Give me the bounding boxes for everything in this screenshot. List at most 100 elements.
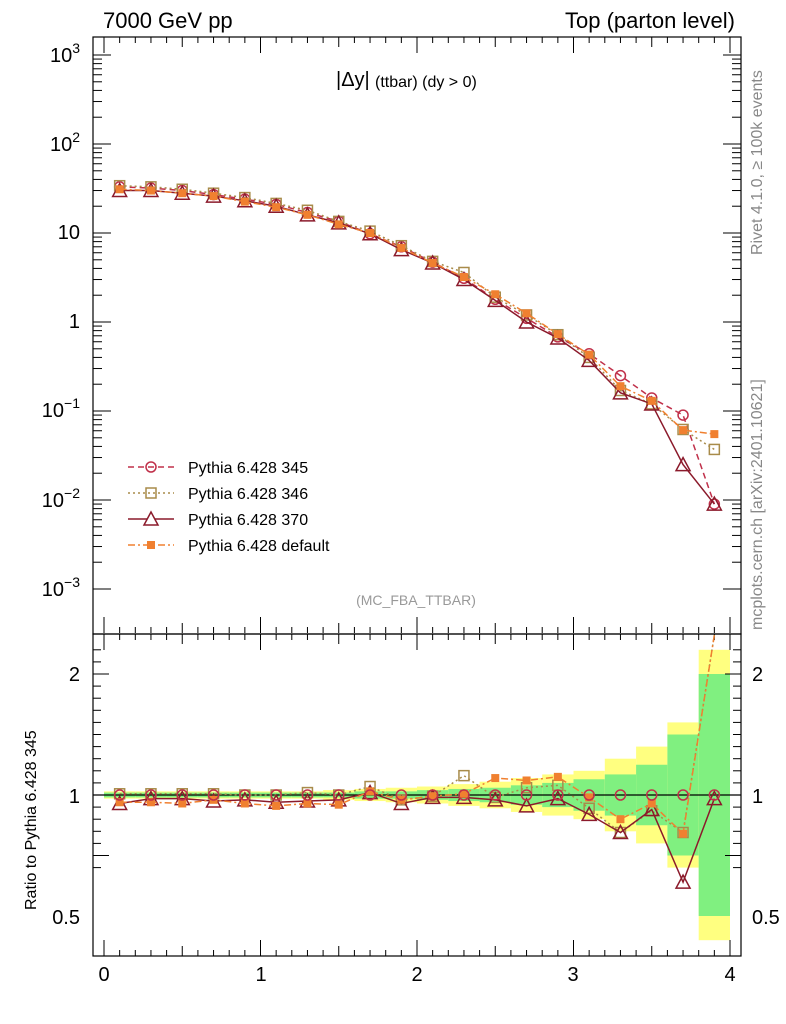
legend-label-370: Pythia 6.428 370 — [188, 512, 308, 529]
main-point-s3-7 — [334, 220, 343, 229]
main-point-s3-13 — [522, 309, 531, 318]
ratio-point-s0-16 — [614, 826, 627, 839]
ratio-ref-point-9 — [395, 789, 408, 801]
ratio-y-tick-2: 2 — [69, 664, 80, 686]
ratio-point-s2-15 — [585, 793, 594, 802]
main-point-s2-18 — [674, 456, 692, 472]
main-point-s3-2 — [178, 189, 187, 198]
ratio-point-s2-8 — [366, 787, 375, 796]
main-point-s0-18 — [677, 409, 689, 421]
ratio-point-s2-14 — [553, 772, 562, 781]
main-point-s2-13 — [518, 313, 535, 329]
header-right: Top (parton level) — [565, 8, 735, 33]
main-point-s3-14 — [553, 330, 562, 339]
legend: Pythia 6.428 345 Pythia 6.428 346 Pythia… — [128, 460, 330, 555]
ratio-ref-point-0 — [113, 789, 126, 801]
ratio-ref-point-3 — [207, 789, 220, 801]
main-title: |Δy| — [336, 69, 370, 91]
ratio-point-s1-16 — [612, 823, 629, 840]
ratio-point-s0-11 — [458, 769, 470, 782]
main-series-line-3 — [119, 188, 715, 435]
ratio-point-s2-4 — [240, 799, 249, 808]
main-point-s3-18 — [679, 426, 688, 435]
ratio-ref-point-17 — [646, 789, 658, 801]
legend-marker-346 — [145, 487, 157, 499]
ratio-point-s2-16 — [616, 815, 625, 824]
main-point-s2-19 — [706, 495, 723, 511]
ratio-point-s2-7 — [334, 800, 343, 809]
ratio-ref-point-11 — [458, 789, 470, 801]
rivet-label: Rivet 4.1.0, ≥ 100k events — [749, 70, 766, 255]
ratio-point-s0-15 — [583, 802, 595, 815]
legend-entry-345: Pythia 6.428 345 — [128, 460, 308, 477]
ratio-point-s2-13 — [522, 776, 531, 785]
ratio-point-s1-13 — [518, 797, 535, 813]
ratio-ref-point-18 — [677, 789, 689, 801]
legend-marker-default — [147, 541, 155, 549]
x-tick-0: 0 — [98, 964, 109, 986]
ratio-ref-point-4 — [239, 789, 251, 801]
main-point-s1-18 — [677, 423, 689, 436]
x-tick-1: 1 — [255, 964, 266, 986]
main-point-s3-9 — [397, 243, 406, 252]
ratio-point-s2-11 — [459, 789, 468, 798]
y-tick-1: 1 — [69, 311, 80, 333]
main-point-s3-0 — [115, 185, 124, 194]
main-point-s0-19 — [708, 498, 721, 510]
ratio-series-group — [111, 634, 723, 889]
ratio-ref-point-6 — [301, 789, 314, 801]
y-tick-10: 10 — [58, 222, 80, 244]
legend-entry-default: Pythia 6.428 default — [128, 538, 330, 555]
header-left: 7000 GeV pp — [103, 8, 233, 33]
x-tick-4: 4 — [724, 964, 735, 986]
legend-marker-345 — [145, 461, 157, 473]
y-tick-1e-1: 10−1 — [42, 395, 80, 422]
ratio-ref-point-16 — [614, 789, 627, 801]
ratio-point-s2-18 — [679, 829, 688, 838]
main-series-line-2 — [119, 189, 715, 505]
y-tick-1e2: 102 — [50, 129, 80, 156]
y-tick-1e-2: 10−2 — [42, 485, 80, 512]
main-point-s3-4 — [240, 197, 249, 206]
ratio-y-tick-2-right: 2 — [752, 664, 763, 686]
ratio-ref-point-15 — [583, 789, 595, 801]
ratio-ref-point-10 — [426, 789, 439, 801]
ratio-point-s2-12 — [491, 774, 500, 783]
ratio-ref-point-1 — [145, 789, 157, 801]
main-point-s3-12 — [491, 290, 500, 299]
main-point-s2-15 — [580, 351, 598, 368]
ratio-ref-point-8 — [364, 789, 376, 801]
main-point-s3-8 — [366, 229, 375, 237]
ratio-ref-point-7 — [333, 789, 345, 801]
main-point-s3-10 — [428, 259, 437, 268]
analysis-label: (MC_FBA_TTBAR) — [356, 592, 476, 608]
ratio-y-tick-0.5-right: 0.5 — [752, 907, 780, 929]
legend-label-default: Pythia 6.428 default — [188, 538, 330, 555]
main-point-s3-5 — [272, 203, 281, 212]
ratio-ref-point-14 — [552, 789, 564, 801]
ratio-point-s1-17 — [643, 800, 661, 817]
mcplots-label: mcplots.cern.ch [arXiv:2401.10621] — [749, 379, 766, 630]
main-point-s1-19 — [708, 443, 721, 456]
main-point-s3-3 — [209, 192, 218, 201]
ratio-ref-point-19 — [708, 789, 721, 801]
ratio-y-label: Ratio to Pythia 6.428 345 — [23, 730, 40, 910]
ratio-point-s2-6 — [303, 799, 312, 808]
main-point-s2-12 — [486, 291, 504, 308]
main-point-s3-6 — [303, 210, 312, 219]
main-point-s3-15 — [585, 350, 594, 359]
ratio-y-tick-0.5: 0.5 — [52, 907, 80, 929]
main-subtitle: (ttbar) (dy > 0) — [375, 74, 477, 91]
y-tick-1e-3: 10−3 — [42, 574, 80, 601]
legend-entry-370: Pythia 6.428 370 — [128, 510, 308, 529]
ratio-ref-point-12 — [489, 789, 501, 801]
main-point-s2-16 — [612, 384, 629, 400]
ratio-point-s2-1 — [146, 798, 155, 807]
ratio-point-s2-2 — [178, 799, 187, 808]
legend-entry-346: Pythia 6.428 346 — [128, 486, 308, 503]
x-tick-2: 2 — [411, 964, 422, 986]
main-series-line-1 — [119, 184, 715, 451]
main-point-s3-17 — [647, 396, 656, 405]
main-series-line-0 — [119, 186, 716, 505]
ratio-ref-point-5 — [270, 789, 282, 801]
